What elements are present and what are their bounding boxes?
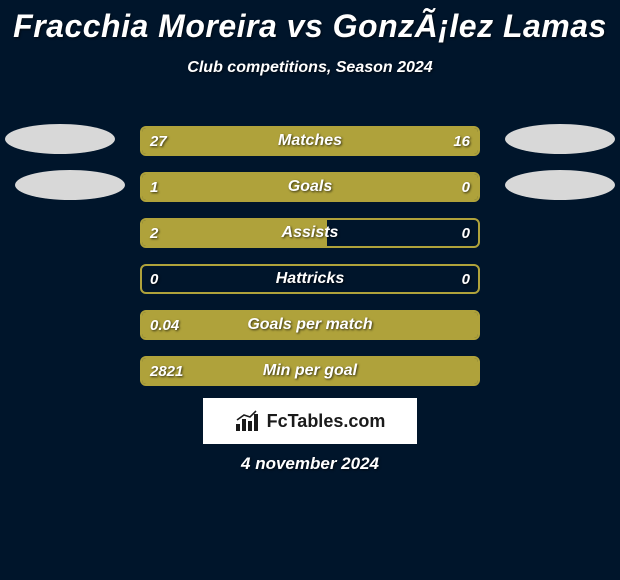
stat-row: Matches2716 bbox=[0, 118, 620, 164]
bar-track bbox=[140, 218, 480, 248]
stat-row: Assists20 bbox=[0, 210, 620, 256]
stat-row: Hattricks00 bbox=[0, 256, 620, 302]
stat-row: Goals10 bbox=[0, 164, 620, 210]
bar-track bbox=[140, 356, 480, 386]
bar-left bbox=[142, 312, 478, 338]
site-logo[interactable]: FcTables.com bbox=[203, 398, 417, 444]
bar-right bbox=[397, 174, 478, 200]
comparison-chart: Matches2716Goals10Assists20Hattricks00Go… bbox=[0, 118, 620, 394]
page-subtitle: Club competitions, Season 2024 bbox=[0, 59, 620, 77]
stat-row: Goals per match0.04 bbox=[0, 302, 620, 348]
page-title: Fracchia Moreira vs GonzÃ¡lez Lamas bbox=[0, 0, 620, 45]
stat-row: Min per goal2821 bbox=[0, 348, 620, 394]
bar-gap bbox=[142, 266, 478, 292]
bar-track bbox=[140, 126, 480, 156]
bar-left bbox=[142, 358, 478, 384]
bar-left bbox=[142, 128, 344, 154]
bar-gap bbox=[327, 220, 478, 246]
bar-track bbox=[140, 310, 480, 340]
bar-right bbox=[344, 128, 478, 154]
bar-left bbox=[142, 174, 397, 200]
footer-date: 4 november 2024 bbox=[0, 454, 620, 474]
chart-icon bbox=[235, 410, 261, 432]
bar-left bbox=[142, 220, 327, 246]
logo-text: FcTables.com bbox=[267, 411, 386, 432]
bar-track bbox=[140, 264, 480, 294]
bar-track bbox=[140, 172, 480, 202]
